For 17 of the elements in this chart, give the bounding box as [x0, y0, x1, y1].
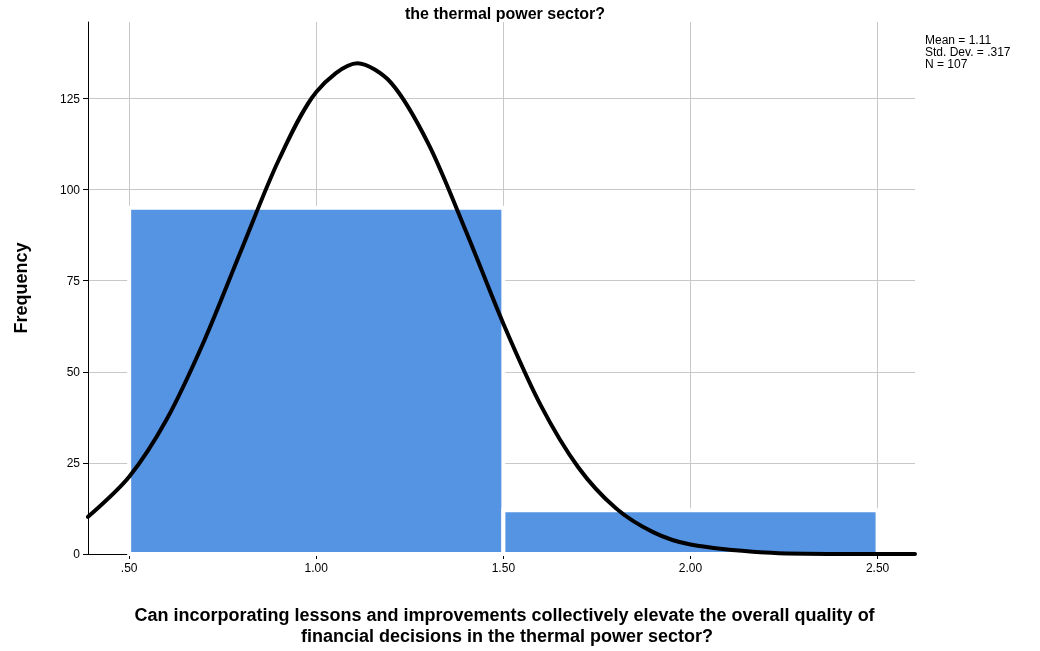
text: N = 107: [925, 57, 968, 71]
x-tick-label: 1.00: [304, 561, 329, 575]
y-axis-title: Frequency: [11, 242, 31, 334]
y-tick-label: 75: [66, 273, 81, 288]
chart-title: the thermal power sector?: [404, 4, 606, 22]
text: Mean = 1.11: [925, 33, 992, 47]
x-axis-title: Can incorporating lessons and improvements collectively elevate the overall quality of financial decisions in the thermal power sector?: [134, 604, 880, 646]
y-tick-label: 50: [66, 364, 81, 379]
x-tick-label: 1.50: [491, 561, 516, 575]
y-tick-label: 125: [59, 91, 81, 106]
x-tick-label: 2.00: [678, 561, 703, 575]
y-tick-label: 25: [66, 455, 81, 470]
y-tick-label: 100: [59, 182, 81, 197]
x-tick-label: 2.50: [865, 561, 890, 575]
y-tick-label: 0: [73, 547, 81, 561]
x-tick-label: .50: [120, 561, 138, 575]
text: Std. Dev. = .317: [925, 45, 1011, 59]
